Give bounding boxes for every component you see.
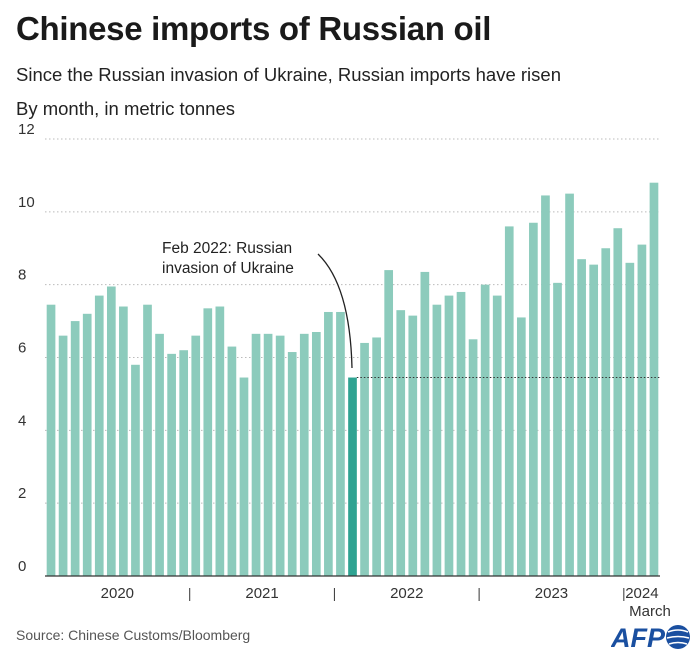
bar [143, 304, 152, 576]
bar [516, 317, 526, 576]
bar [251, 333, 261, 576]
bar [468, 339, 478, 576]
bar [155, 333, 164, 576]
bar [131, 364, 140, 576]
bar [299, 333, 309, 576]
bars [46, 182, 659, 577]
bar [420, 271, 430, 576]
bar [360, 342, 369, 576]
bar [167, 353, 176, 576]
bar [432, 304, 442, 576]
bar [384, 270, 394, 576]
y-tick-label: 8 [18, 267, 26, 284]
bar [601, 248, 611, 576]
bar [541, 195, 550, 576]
bar [492, 295, 502, 576]
bar [456, 291, 466, 576]
annotation-leader-line [317, 253, 353, 369]
x-tick-label: 2023 [535, 585, 568, 602]
bar [275, 335, 285, 576]
bar [203, 308, 213, 576]
x-tick-label: 2020 [101, 585, 134, 602]
bar [396, 310, 406, 576]
bar [589, 264, 599, 576]
bar [58, 335, 68, 576]
bar [625, 262, 635, 576]
last-month-label: March [629, 603, 671, 620]
bar [504, 226, 514, 576]
bar [179, 350, 189, 576]
bar [529, 222, 538, 576]
bar [444, 295, 454, 576]
bar [215, 306, 225, 576]
bar [336, 311, 345, 576]
bar [70, 321, 80, 576]
chart-title: Chinese imports of Russian oil [16, 10, 492, 47]
bar [480, 284, 490, 576]
bar [239, 377, 249, 576]
bar [637, 244, 647, 576]
bar [311, 332, 321, 576]
bar [565, 193, 574, 576]
bar [372, 337, 381, 576]
y-tick-label: 10 [18, 194, 35, 211]
bar [119, 306, 128, 576]
y-tick-label: 6 [18, 340, 26, 357]
bar [408, 315, 418, 576]
bar [106, 286, 116, 576]
y-tick-label: 4 [18, 412, 26, 429]
annotation-line-1: Feb 2022: Russian [162, 240, 292, 257]
bar [287, 352, 297, 576]
y-tick-label: 2 [18, 485, 26, 502]
source-note: Source: Chinese Customs/Bloomberg [16, 627, 251, 643]
bar [82, 313, 92, 576]
afp-logo: AFP [611, 623, 690, 653]
logo-text: AFP [611, 623, 666, 653]
annotation: Feb 2022: Russian invasion of Ukraine [162, 240, 353, 369]
bar-highlight [348, 377, 357, 576]
bar [324, 311, 333, 576]
annotation-line-2: invasion of Ukraine [162, 260, 294, 277]
x-tick-label: 2024 [625, 585, 658, 602]
bar [613, 228, 623, 577]
bar [94, 295, 104, 576]
bar [191, 335, 201, 576]
unit-label: By month, in metric tonnes [16, 98, 236, 119]
chart-subtitle: Since the Russian invasion of Ukraine, R… [16, 64, 561, 85]
bar [649, 182, 659, 576]
bar [577, 259, 586, 576]
bar [227, 346, 237, 576]
bar [46, 304, 56, 576]
bar [553, 282, 562, 576]
x-tick-label: 2022 [390, 585, 423, 602]
y-tick-label: 12 [18, 121, 35, 138]
bar [263, 333, 273, 576]
y-tick-label: 0 [18, 558, 26, 575]
x-tick-label: 2021 [245, 585, 278, 602]
